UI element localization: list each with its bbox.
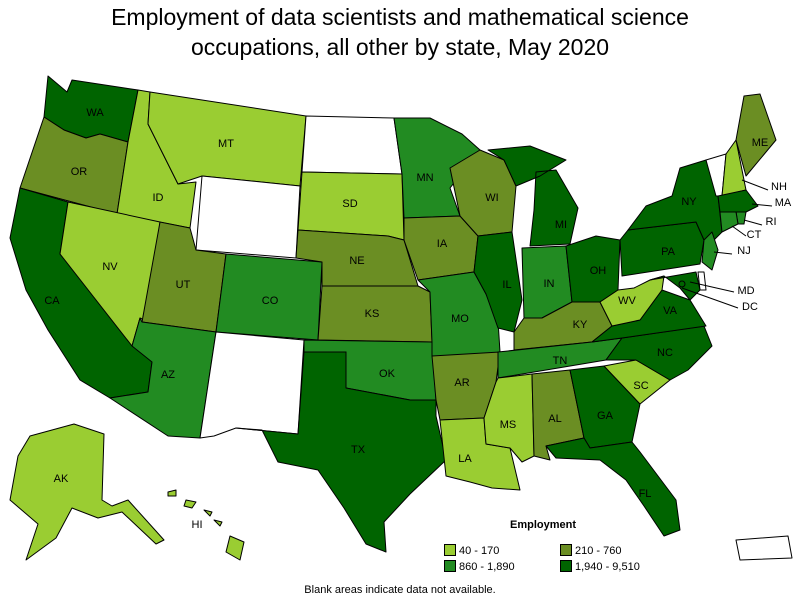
leader-line-ma [751,203,773,207]
state-wy[interactable] [195,175,301,259]
leader-line-dc [681,287,739,309]
state-label-az: AZ [161,369,175,381]
state-label-ia: IA [437,238,448,250]
state-ct[interactable] [719,211,739,233]
state-labels: WA OR CA ID NV MT UT AZ CO SD NE KS OK TX MN IA MO AR LA WI… [44,107,792,531]
state-label-wi: WI [485,192,498,204]
state-tx[interactable] [235,351,447,553]
state-label-nh: NH [771,181,787,193]
legend-title: Employment [510,519,577,531]
state-label-tx: TX [351,444,366,456]
title-line-1: Employment of data scientists and mathem… [111,4,689,30]
state-label-ga: GA [597,410,614,422]
state-label-me: ME [752,137,769,149]
state-label-ks: KS [365,308,380,320]
state-label-oh: OH [590,265,607,277]
state-label-id: ID [153,192,164,204]
state-mi[interactable] [487,145,579,247]
state-label-ny: NY [681,196,697,208]
state-label-wv: WV [618,295,636,307]
state-label-ut: UT [176,279,191,291]
state-nm[interactable] [199,331,305,439]
state-nj[interactable] [701,231,719,271]
state-label-va: VA [663,305,678,317]
legend-item-4: 1,940 - 9,510 [560,560,640,574]
state-mn[interactable] [393,117,481,219]
state-label-ak: AK [54,473,69,485]
state-pr[interactable] [735,535,793,561]
map-title: Employment of data scientists and mathem… [0,2,800,62]
state-ak[interactable] [9,423,165,561]
state-wi[interactable] [449,149,517,237]
state-wv[interactable] [599,275,665,327]
legend-label-3: 860 - 1,890 [459,561,515,573]
legend-label-4: 1,940 - 9,510 [575,561,640,573]
legend-label-1: 40 - 170 [459,545,500,557]
state-label-mo: MO [451,313,469,325]
state-label-in: IN [544,278,555,290]
leader-line-nh [741,179,769,191]
title-line-2: occupations, all other by state, May 202… [190,34,610,60]
state-label-ri: RI [766,216,777,228]
state-dc[interactable] [678,280,686,288]
state-label-ms: MS [500,419,517,431]
state-label-tn: TN [553,355,568,367]
state-label-co: CO [262,295,279,307]
state-label-nj: NJ [737,245,750,257]
state-label-nc: NC [657,347,673,359]
state-label-fl: FL [639,488,652,500]
state-label-mn: MN [416,172,433,184]
state-label-nv: NV [102,261,118,273]
state-label-ma: MA [775,197,792,209]
state-label-or: OR [71,166,88,178]
footnote: Blank areas indicate data not available. [304,584,496,596]
state-me[interactable] [735,93,777,177]
leader-line-nj [713,251,733,255]
legend-swatch-2 [560,544,572,556]
state-nd[interactable] [301,115,403,175]
state-label-mi: MI [555,219,567,231]
state-label-al: AL [548,413,561,425]
legend-item-3: 860 - 1,890 [444,560,515,574]
legend-item-1: 40 - 170 [444,544,499,558]
leader-line-md [689,281,735,293]
state-label-sd: SD [342,198,357,210]
state-label-ky: KY [573,319,588,331]
legend-item-2: 210 - 760 [560,544,621,558]
legend-swatch-3 [444,560,456,572]
state-label-il: IL [502,279,511,291]
state-fl[interactable] [545,437,681,537]
legend-swatch-4 [560,560,572,572]
state-il[interactable] [473,231,523,333]
state-label-md: MD [737,285,754,297]
state-label-hi: HI [192,519,203,531]
legend-label-2: 210 - 760 [575,545,622,557]
state-label-dc: DC [742,301,758,313]
state-label-ok: OK [379,368,396,380]
state-label-la: LA [458,453,472,465]
state-label-wa: WA [86,107,104,119]
leader-line-ri [743,219,763,226]
state-label-ct: CT [747,229,762,241]
state-md[interactable] [649,271,701,301]
legend-swatch-1 [444,544,456,556]
leader-lines [681,179,773,309]
leader-line-ct [731,225,747,237]
state-label-sc: SC [633,380,648,392]
state-label-pa: PA [661,246,676,258]
state-hi[interactable] [167,489,245,561]
state-ma[interactable] [717,189,759,213]
state-label-ca: CA [44,295,60,307]
state-label-ar: AR [454,377,469,389]
state-label-ne: NE [349,255,364,267]
state-label-mt: MT [218,138,234,150]
